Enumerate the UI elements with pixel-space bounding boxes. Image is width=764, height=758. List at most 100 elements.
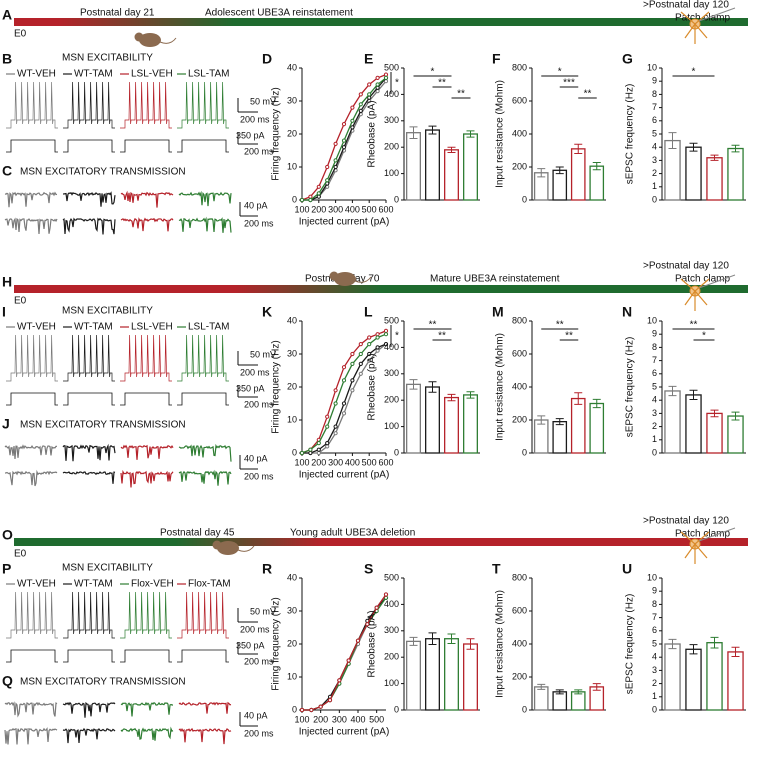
series-point <box>308 450 313 456</box>
y-tick-label: 20 <box>287 128 297 138</box>
series-point <box>325 178 330 183</box>
series-point <box>333 431 338 436</box>
y-tick-label: 200 <box>512 671 527 681</box>
series-point <box>308 194 313 199</box>
series-point <box>365 622 370 627</box>
y-tick-label: 200 <box>512 414 527 424</box>
y-tick-label: 4 <box>652 395 657 405</box>
legend-label: LSL-VEH <box>131 322 173 333</box>
current-trace <box>178 190 232 207</box>
error-bar <box>668 638 677 650</box>
y-tick-label: 2 <box>652 168 657 178</box>
x-axis-label: Injected current (pA) <box>299 217 390 228</box>
series-point <box>375 345 380 350</box>
series-point <box>367 82 372 87</box>
bar <box>706 157 723 201</box>
timeline-end-event: Patch clamp <box>675 529 730 540</box>
y-axis-label: Firing frequency (Hz) <box>271 597 282 690</box>
x-axis-label: Injected current (pA) <box>299 727 390 738</box>
x-tick-label: 500 <box>362 204 377 214</box>
x-tick-label: 100 <box>294 204 309 214</box>
y-tick-label: 0 <box>292 447 297 457</box>
series-point <box>308 197 313 203</box>
series-point <box>316 441 321 446</box>
x-tick-label: 500 <box>362 457 377 467</box>
series-point <box>375 335 380 340</box>
error-bar <box>428 381 437 393</box>
panel-letter: T <box>492 561 501 577</box>
bar <box>589 402 605 454</box>
significance-label: ** <box>690 320 698 331</box>
panel-letter: G <box>622 51 633 67</box>
voltage-trace <box>6 591 58 639</box>
section-title: MSN EXCITABILITY <box>62 53 153 64</box>
pipette <box>698 7 736 22</box>
error-bar <box>466 130 475 138</box>
x-tick-label: 100 <box>294 457 309 467</box>
current-trace <box>120 726 174 741</box>
y-tick-label: 3 <box>652 155 657 165</box>
bar <box>444 149 459 201</box>
x-tick-label: 300 <box>332 714 347 724</box>
significance-label: * <box>702 331 706 342</box>
panel-letter: U <box>622 561 632 577</box>
y-tick-label: 10 <box>287 161 297 171</box>
error-bar <box>555 689 564 695</box>
y-tick-label: 800 <box>512 62 527 72</box>
panel-letter: R <box>262 561 272 577</box>
y-tick-label: 8 <box>652 89 657 99</box>
mouse-icon <box>139 33 161 47</box>
error-bar <box>428 125 437 135</box>
significance-label: * <box>692 67 696 78</box>
scale-label: 350 pA <box>236 130 265 140</box>
scale-label: 40 pA <box>244 200 268 210</box>
timeline-end: >Postnatal day 120 <box>643 0 729 11</box>
current-trace <box>4 191 58 208</box>
pipette <box>698 274 736 289</box>
y-tick-label: 8 <box>652 342 657 352</box>
voltage-trace <box>177 334 229 382</box>
x-tick-label: 600 <box>378 204 393 214</box>
series-point <box>327 698 333 703</box>
legend-label: WT-TAM <box>74 322 113 333</box>
x-tick-label: 300 <box>328 457 343 467</box>
bar <box>664 643 681 711</box>
timeline-bar <box>14 285 748 293</box>
series-point <box>325 424 330 429</box>
y-tick-label: 10 <box>647 315 657 325</box>
panel-letter: M <box>492 304 504 320</box>
error-bar <box>466 391 475 399</box>
y-axis-label: sEPSC frequency (Hz) <box>625 594 636 695</box>
x-tick-label: 200 <box>311 204 326 214</box>
y-tick-label: 9 <box>652 329 657 339</box>
series-point <box>341 122 347 127</box>
error-bar <box>428 632 437 646</box>
panel-letter: A <box>2 7 12 23</box>
error-bar <box>574 689 583 695</box>
bar <box>463 394 478 454</box>
series-point <box>358 102 363 107</box>
y-tick-label: 30 <box>287 348 297 358</box>
y-tick-label: 100 <box>384 421 399 431</box>
legend-label: Flox-TAM <box>188 579 231 590</box>
scale-label: 40 pA <box>244 453 268 463</box>
bar <box>444 638 459 711</box>
series-point <box>346 658 351 663</box>
series-point <box>383 592 389 597</box>
bar <box>570 691 586 711</box>
y-tick-label: 6 <box>652 625 657 635</box>
x-tick-label: 400 <box>350 714 365 724</box>
error-bar <box>537 415 546 425</box>
current-trace <box>62 191 116 207</box>
timeline-end: >Postnatal day 120 <box>643 516 729 527</box>
y-tick-label: 10 <box>287 671 297 681</box>
y-tick-label: 6 <box>652 368 657 378</box>
section-title: MSN EXCITATORY TRANSMISSION <box>20 677 186 688</box>
series-point <box>375 82 380 87</box>
y-tick-label: 300 <box>384 625 399 635</box>
bar <box>727 147 744 201</box>
series-point <box>358 351 363 357</box>
error-bar <box>731 144 740 153</box>
error-bar <box>592 398 601 409</box>
